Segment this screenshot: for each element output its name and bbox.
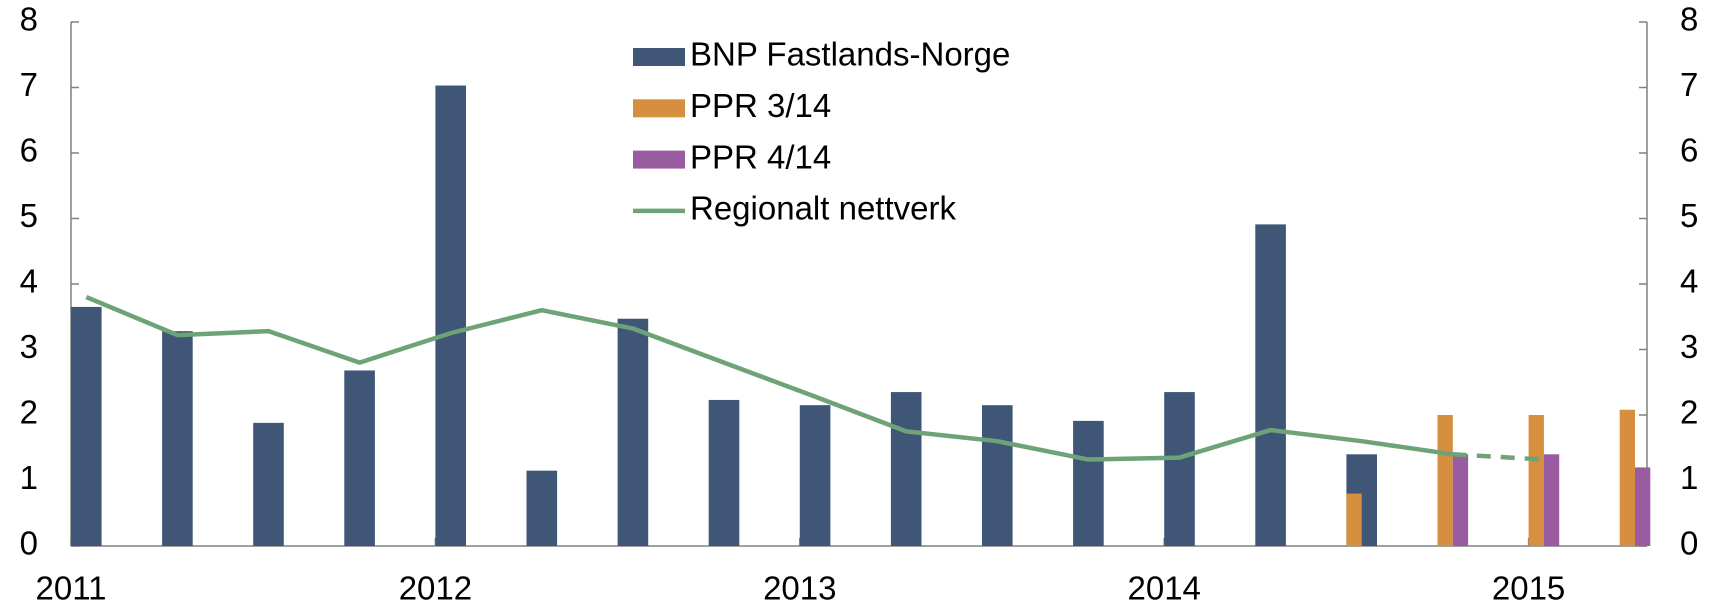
legend-label: PPR 3/14	[690, 87, 831, 124]
bar	[890, 392, 922, 546]
line	[85, 295, 1454, 462]
y2-tick-label: 1	[1680, 459, 1698, 496]
bar	[435, 85, 466, 546]
bar	[1635, 467, 1651, 546]
y2-tick-label: 0	[1680, 525, 1698, 562]
bar	[617, 318, 649, 546]
bar	[1543, 454, 1560, 546]
legend-swatch	[633, 99, 685, 118]
y-tick-label: 1	[20, 459, 38, 496]
y2-tick-label: 2	[1680, 394, 1698, 431]
y-tick-label: 5	[20, 197, 38, 234]
y-tick-label: 7	[20, 66, 38, 103]
bar	[253, 422, 284, 546]
bar	[1073, 420, 1104, 546]
bar	[1346, 493, 1362, 546]
legend-swatch	[633, 150, 685, 169]
y2-tick-label: 4	[1680, 263, 1698, 300]
x-tick-label: 2011	[36, 570, 107, 606]
x-tick-label: 2015	[1492, 570, 1565, 606]
legend-swatch	[633, 48, 685, 66]
bar	[71, 306, 102, 546]
legend-label: Regionalt nettverk	[690, 190, 956, 227]
bar	[344, 370, 375, 546]
y-tick-label: 6	[20, 132, 38, 169]
y-tick-label: 2	[20, 394, 38, 431]
bar	[526, 470, 558, 546]
y-tick-label: 3	[20, 328, 38, 365]
y2-tick-label: 3	[1680, 328, 1698, 365]
bar	[982, 405, 1013, 546]
y2-tick-label: 7	[1680, 66, 1698, 103]
legend-label: BNP Fastlands-Norge	[690, 36, 1010, 73]
y2-tick-label: 6	[1680, 132, 1698, 169]
legend-label: PPR 4/14	[690, 138, 831, 175]
y-tick-label: 8	[20, 1, 38, 38]
bar	[1619, 409, 1635, 546]
bar	[1528, 415, 1544, 546]
y2-tick-label: 8	[1680, 1, 1698, 38]
bar	[799, 405, 831, 546]
bar	[1255, 224, 1286, 546]
bar	[1437, 415, 1453, 546]
y2-tick-label: 5	[1680, 197, 1698, 234]
bar	[1452, 454, 1469, 546]
x-tick-label: 2013	[763, 570, 836, 606]
x-tick-label: 2012	[399, 570, 472, 606]
bar	[162, 331, 193, 546]
y-tick-label: 4	[20, 263, 38, 300]
x-tick-label: 2014	[1127, 570, 1200, 606]
bar	[1164, 392, 1195, 546]
line-projection	[1452, 452, 1545, 462]
bar	[708, 399, 740, 546]
y-tick-label: 0	[20, 525, 38, 562]
